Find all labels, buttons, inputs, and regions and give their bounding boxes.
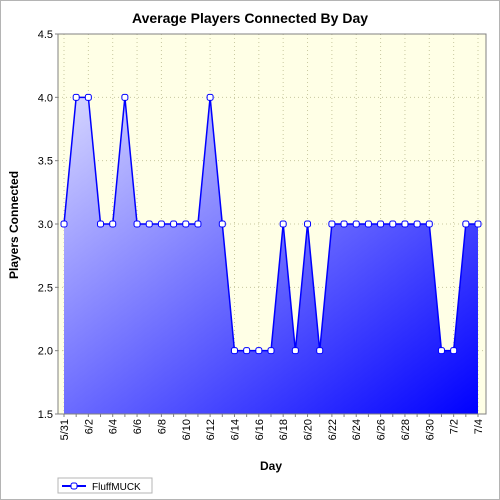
legend-label: FluffMUCK	[92, 482, 141, 493]
data-point	[377, 220, 385, 228]
x-tick-label: 7/2	[449, 419, 461, 434]
x-tick-label: 6/12	[205, 419, 217, 440]
data-point	[133, 220, 141, 228]
data-point	[157, 220, 165, 228]
data-point	[340, 220, 348, 228]
data-point	[364, 220, 372, 228]
data-point	[389, 220, 397, 228]
x-tick-label: 6/22	[327, 419, 339, 440]
data-point	[291, 347, 299, 355]
y-tick-label: 4.0	[38, 92, 53, 104]
data-point	[194, 220, 202, 228]
y-tick-label: 2.0	[38, 346, 53, 358]
data-point	[60, 220, 68, 228]
data-point	[97, 220, 105, 228]
x-tick-label: 6/10	[181, 419, 193, 440]
x-tick-label: 7/4	[473, 419, 485, 434]
x-tick-label: 6/6	[132, 419, 144, 434]
y-tick-label: 3.5	[38, 156, 53, 168]
data-point	[84, 93, 92, 101]
data-point	[109, 220, 117, 228]
chart-title: Average Players Connected By Day	[132, 10, 368, 26]
x-tick-label: 6/2	[83, 419, 95, 434]
data-point	[462, 220, 470, 228]
x-tick-label: 6/18	[278, 419, 290, 440]
data-point	[401, 220, 409, 228]
y-tick-label: 3.0	[38, 219, 53, 231]
data-point	[450, 347, 458, 355]
x-tick-label: 6/30	[424, 419, 436, 440]
y-tick-label: 4.5	[38, 29, 53, 41]
data-point	[182, 220, 190, 228]
legend: FluffMUCK	[57, 477, 153, 494]
data-point	[474, 220, 482, 228]
data-point	[425, 220, 433, 228]
y-tick-label: 2.5	[38, 282, 53, 294]
x-tick-label: 6/8	[156, 419, 168, 434]
x-tick-label: 5/31	[59, 419, 71, 440]
y-axis-title: Players Connected	[7, 171, 21, 279]
data-point	[145, 220, 153, 228]
data-point	[218, 220, 226, 228]
data-point	[243, 347, 251, 355]
data-point	[316, 347, 324, 355]
x-tick-label: 6/28	[400, 419, 412, 440]
x-tick-label: 6/4	[108, 419, 120, 434]
x-tick-label: 6/26	[376, 419, 388, 440]
x-axis-title: Day	[260, 459, 282, 473]
data-point	[72, 93, 80, 101]
data-point	[352, 220, 360, 228]
data-point	[279, 220, 287, 228]
y-tick-label: 1.5	[38, 409, 53, 421]
data-point	[206, 93, 214, 101]
plot-area: 1.5 2.0 2.5 3.0 3.5 4.0 4.5 5/31 6/2 6/4 6/6 6/8 6/1…	[38, 29, 487, 440]
x-tick-label: 6/20	[303, 419, 315, 440]
data-point	[267, 347, 275, 355]
data-point	[230, 347, 238, 355]
x-tick-label: 6/14	[229, 419, 241, 440]
data-point	[413, 220, 421, 228]
data-point	[255, 347, 263, 355]
legend-box	[57, 477, 153, 494]
data-point	[304, 220, 312, 228]
data-point	[170, 220, 178, 228]
series-area	[64, 97, 478, 414]
data-point	[437, 347, 445, 355]
legend-marker	[70, 482, 78, 490]
data-point	[121, 93, 129, 101]
x-tick-label: 6/24	[351, 419, 363, 440]
data-point	[328, 220, 336, 228]
x-tick-label: 6/16	[254, 419, 266, 440]
